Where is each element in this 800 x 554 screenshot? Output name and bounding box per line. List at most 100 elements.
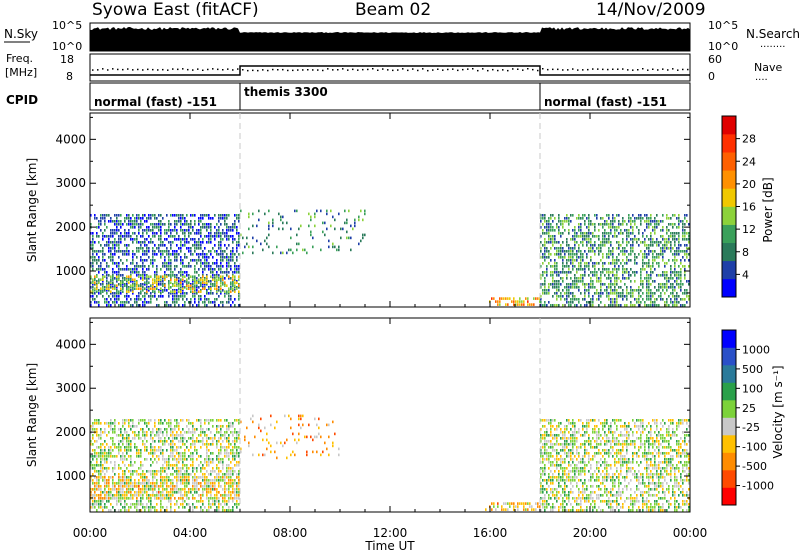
data-cell — [560, 232, 562, 235]
data-cell — [648, 265, 650, 268]
data-cell — [230, 235, 232, 238]
data-cell — [114, 247, 116, 250]
data-cell — [212, 278, 214, 281]
data-cell — [166, 458, 168, 461]
data-cell — [513, 508, 515, 511]
data-cell — [218, 229, 220, 232]
data-cell — [630, 250, 632, 253]
data-cell — [540, 295, 542, 298]
data-cell — [124, 446, 126, 449]
data-cell — [130, 220, 132, 223]
data-cell — [238, 485, 240, 488]
data-cell — [150, 464, 152, 467]
data-cell — [162, 497, 164, 500]
nave-dot — [357, 69, 359, 71]
data-cell — [160, 479, 162, 482]
data-cell — [150, 497, 152, 500]
data-cell — [186, 223, 188, 226]
data-cell — [186, 446, 188, 449]
data-cell — [162, 295, 164, 298]
data-cell — [134, 238, 136, 241]
data-cell — [674, 286, 676, 289]
data-cell — [122, 506, 124, 509]
data-cell — [192, 503, 194, 506]
data-cell — [196, 419, 198, 422]
data-cell — [176, 295, 178, 298]
data-cell — [178, 455, 180, 458]
data-cell — [116, 274, 118, 277]
data-cell — [544, 497, 546, 500]
data-cell — [310, 435, 312, 439]
data-cell — [198, 238, 200, 241]
data-cell — [190, 284, 192, 287]
data-cell — [218, 452, 220, 455]
data-cell — [180, 419, 182, 422]
data-cell — [220, 259, 222, 262]
data-cell — [160, 253, 162, 256]
data-cell — [150, 287, 152, 290]
data-cell — [282, 227, 284, 231]
data-cell — [156, 287, 158, 290]
data-cell — [190, 223, 192, 226]
data-cell — [154, 295, 156, 298]
data-cell — [544, 452, 546, 455]
data-cell — [186, 256, 188, 259]
data-cell — [552, 244, 554, 247]
data-cell — [100, 422, 102, 425]
data-cell — [624, 283, 626, 286]
data-cell — [566, 289, 568, 292]
data-cell — [198, 229, 200, 232]
data-cell — [138, 491, 140, 494]
data-cell — [174, 470, 176, 473]
data-cell — [664, 286, 666, 289]
data-cell — [568, 217, 570, 220]
data-cell — [604, 262, 606, 265]
data-cell — [118, 500, 120, 503]
data-cell — [584, 271, 586, 274]
data-cell — [200, 428, 202, 431]
data-cell — [666, 238, 668, 241]
data-cell — [204, 431, 206, 434]
data-cell — [236, 286, 238, 289]
data-cell — [158, 422, 160, 425]
data-cell — [222, 506, 224, 509]
data-cell — [640, 250, 642, 253]
data-cell — [606, 286, 608, 289]
data-cell — [100, 437, 102, 440]
data-cell — [196, 491, 198, 494]
data-cell — [160, 494, 162, 497]
data-cell — [148, 241, 150, 244]
data-cell — [184, 238, 186, 241]
data-cell — [104, 461, 106, 464]
data-cell — [120, 274, 122, 277]
data-cell — [114, 428, 116, 431]
data-cell — [188, 229, 190, 232]
data-cell — [354, 224, 356, 228]
data-cell — [134, 223, 136, 226]
data-cell — [540, 482, 542, 485]
data-cell — [94, 259, 96, 262]
data-cell — [586, 235, 588, 238]
data-cell — [188, 265, 190, 268]
data-cell — [220, 235, 222, 238]
data-cell — [523, 502, 525, 505]
data-cell — [230, 452, 232, 455]
data-cell — [228, 488, 230, 491]
data-cell — [202, 464, 204, 467]
data-cell — [292, 450, 294, 454]
data-cell — [146, 217, 148, 220]
data-cell — [120, 458, 122, 461]
data-cell — [604, 238, 606, 241]
data-cell — [194, 241, 196, 244]
data-cell — [296, 248, 298, 252]
data-cell — [642, 256, 644, 259]
data-cell — [90, 428, 92, 431]
data-cell — [98, 494, 100, 497]
data-cell — [180, 220, 182, 223]
data-cell — [505, 297, 507, 300]
data-cell — [166, 488, 168, 491]
data-cell — [160, 509, 162, 512]
data-cell — [104, 253, 106, 256]
data-cell — [560, 223, 562, 226]
data-cell — [180, 271, 182, 274]
